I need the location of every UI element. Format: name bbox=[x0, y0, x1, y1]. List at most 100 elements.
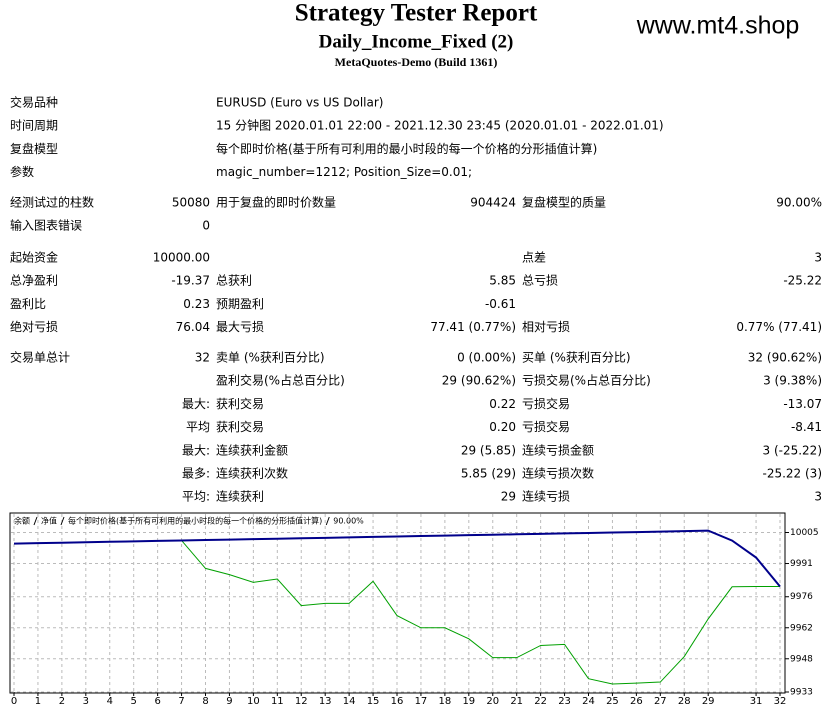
row-label: 盈利比 bbox=[10, 297, 46, 311]
x-tick-label: 7 bbox=[178, 696, 184, 707]
legend-separator bbox=[325, 516, 330, 526]
x-tick-label: 6 bbox=[154, 696, 160, 707]
chart-frame bbox=[9, 512, 786, 694]
row-label: 用于复盘的即时价数量 bbox=[216, 195, 336, 210]
legend-entry: 余额 bbox=[14, 516, 30, 526]
x-tick-label: 19 bbox=[462, 696, 475, 707]
row-value: 最多: bbox=[182, 467, 210, 481]
row-value: 0.22 bbox=[489, 397, 516, 411]
x-tick-label: 18 bbox=[439, 696, 452, 707]
x-tick-label: 17 bbox=[415, 696, 428, 707]
row-value: 最大: bbox=[182, 443, 210, 457]
x-tick-label: 14 bbox=[343, 696, 356, 707]
row-label: 盈利交易(%占总百分比) bbox=[216, 373, 345, 388]
x-tick-label: 9 bbox=[226, 696, 232, 707]
x-tick-label: 12 bbox=[295, 696, 308, 707]
x-tick-label: 24 bbox=[582, 696, 595, 707]
legend-separator bbox=[60, 516, 65, 526]
row-label: 获利交易 bbox=[216, 396, 264, 411]
row-value: 10000.00 bbox=[153, 251, 210, 265]
row-label: 总亏损 bbox=[522, 274, 558, 288]
row-label: 复盘模型的质量 bbox=[522, 195, 606, 210]
row-label: 卖单 (%获利百分比) bbox=[216, 351, 325, 365]
row-value: 每个即时价格(基于所有可利用的最小时段的每一个价格的分形插值计算) bbox=[216, 141, 597, 156]
row-value: 3 bbox=[814, 251, 822, 265]
row-value: 3 (9.38%) bbox=[763, 374, 822, 388]
row-label: 预期盈利 bbox=[216, 297, 264, 311]
row-label: 总获利 bbox=[216, 274, 252, 288]
y-tick-label: 10005 bbox=[790, 528, 819, 538]
row-value: 0.77% (77.41) bbox=[736, 320, 822, 334]
row-label: 复盘模型 bbox=[10, 141, 58, 156]
x-tick-label: 15 bbox=[367, 696, 380, 707]
x-tick-label: 20 bbox=[486, 696, 499, 707]
x-tick-label: 29 bbox=[702, 696, 715, 707]
row-value: -8.41 bbox=[791, 420, 822, 434]
x-tick-label: 8 bbox=[202, 696, 208, 707]
row-label: 输入图表错误 bbox=[10, 218, 82, 233]
server-name: MetaQuotes-Demo (Build 1361) bbox=[335, 55, 498, 69]
row-label: 买单 (%获利百分比) bbox=[522, 351, 631, 365]
legend-entry: 净值 bbox=[41, 516, 57, 526]
legend-separator bbox=[33, 516, 38, 526]
x-tick-label: 11 bbox=[271, 696, 284, 707]
row-value: 77.41 (0.77%) bbox=[430, 320, 516, 334]
row-label: 连续获利金额 bbox=[216, 442, 288, 457]
row-label: 亏损交易 bbox=[522, 419, 570, 434]
x-tick-label: 10 bbox=[247, 696, 260, 707]
y-tick-label: 9991 bbox=[790, 559, 813, 569]
row-value: 29 bbox=[501, 490, 516, 504]
row-label: 时间周期 bbox=[10, 119, 58, 133]
row-value: EURUSD (Euro vs US Dollar) bbox=[216, 96, 383, 110]
row-value: 32 (90.62%) bbox=[748, 351, 822, 365]
row-label: 亏损交易(%占总百分比) bbox=[522, 373, 651, 388]
row-value: 50080 bbox=[172, 196, 210, 210]
row-value: 平均: bbox=[182, 490, 210, 504]
row-label: 连续亏损金额 bbox=[522, 442, 594, 457]
row-label: 连续亏损次数 bbox=[522, 466, 594, 481]
x-tick-label: 21 bbox=[510, 696, 523, 707]
x-tick-label: 2 bbox=[59, 696, 65, 707]
row-label: 获利交易 bbox=[216, 419, 264, 434]
row-value: 904424 bbox=[470, 196, 516, 210]
y-tick-label: 9976 bbox=[790, 592, 813, 602]
row-value: magic_number=1212; Position_Size=0.01; bbox=[216, 165, 472, 179]
row-label: 相对亏损 bbox=[522, 320, 570, 334]
x-tick-label: 28 bbox=[678, 696, 691, 707]
x-tick-label: 26 bbox=[630, 696, 643, 707]
y-tick-label: 9948 bbox=[790, 654, 813, 664]
row-value: -25.22 bbox=[783, 274, 822, 288]
x-tick-label: 31 bbox=[750, 696, 763, 707]
row-label: 交易品种 bbox=[10, 95, 58, 110]
x-tick-label: 27 bbox=[654, 696, 667, 707]
x-tick-label: 25 bbox=[606, 696, 619, 707]
row-value: 15 分钟图 2020.01.01 22:00 - 2021.12.30 23:… bbox=[216, 118, 664, 133]
x-tick-label: 16 bbox=[391, 696, 404, 707]
y-tick-label: 9933 bbox=[790, 688, 813, 698]
row-value: -25.22 (3) bbox=[763, 467, 823, 481]
row-label: 绝对亏损 bbox=[10, 319, 58, 334]
row-label: 经测试过的柱数 bbox=[10, 195, 94, 210]
row-value: -13.07 bbox=[783, 397, 822, 411]
row-label: 连续亏损 bbox=[522, 489, 570, 504]
report-title: Strategy Tester Report bbox=[295, 0, 538, 27]
row-label: 总净盈利 bbox=[10, 274, 58, 288]
row-value: 平均 bbox=[186, 420, 210, 434]
row-value: 5.85 (29) bbox=[461, 467, 516, 481]
row-value: 最大: bbox=[182, 397, 210, 411]
row-label: 参数 bbox=[10, 164, 34, 179]
legend-caption: 每个即时价格(基于所有可利用的最小时段的每一个价格的分形插值计算) bbox=[68, 516, 322, 526]
row-label: 起始资金 bbox=[10, 250, 58, 265]
x-tick-label: 23 bbox=[558, 696, 571, 707]
row-label: 交易单总计 bbox=[10, 350, 70, 365]
row-value: 0.23 bbox=[183, 297, 210, 311]
row-label: 亏损交易 bbox=[522, 396, 570, 411]
x-tick-label: 13 bbox=[319, 696, 332, 707]
legend-quality: 90.00% bbox=[333, 517, 364, 526]
row-value: 76.04 bbox=[176, 320, 210, 334]
row-value: 29 (90.62%) bbox=[442, 374, 516, 388]
x-tick-label: 22 bbox=[534, 696, 547, 707]
row-value: -0.61 bbox=[485, 297, 516, 311]
row-label: 连续获利 bbox=[216, 489, 264, 504]
row-value: 29 (5.85) bbox=[461, 443, 516, 457]
